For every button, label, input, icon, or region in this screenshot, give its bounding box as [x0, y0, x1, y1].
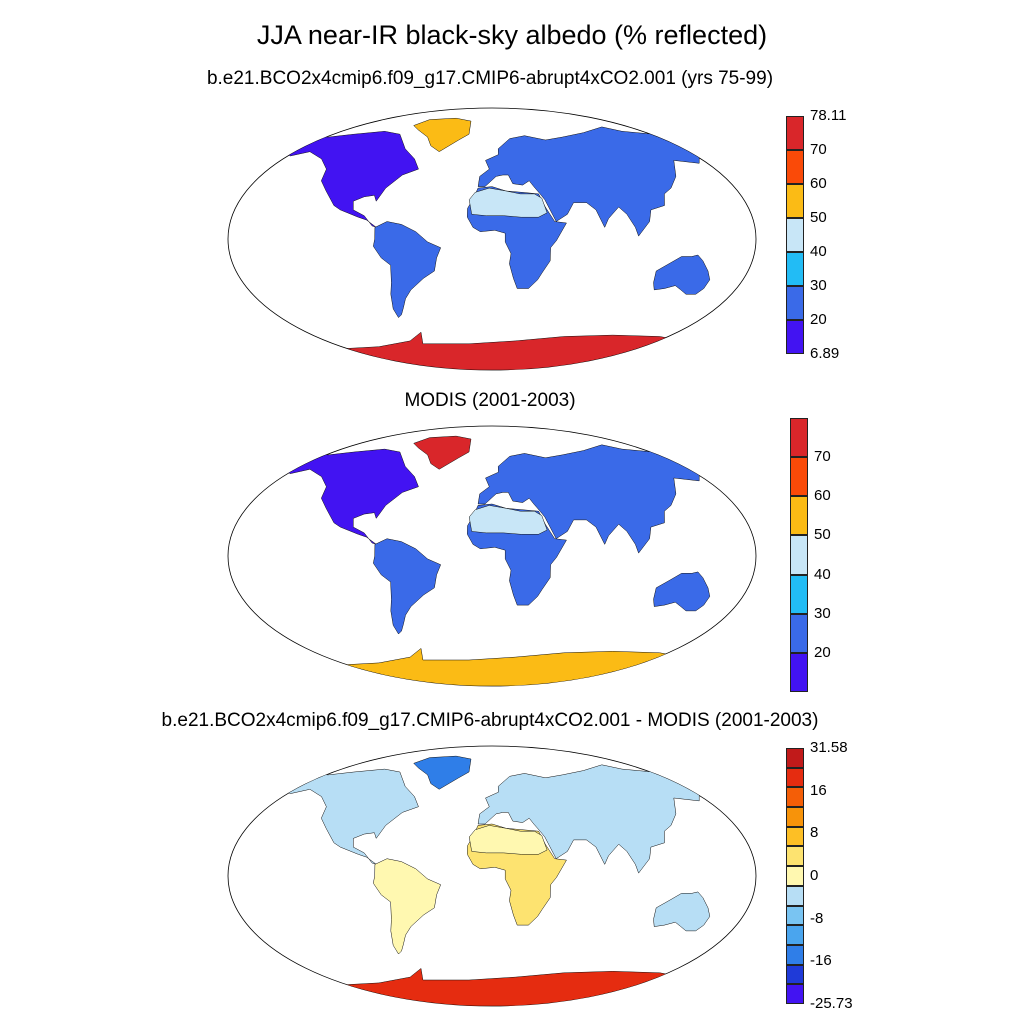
region-greenland	[413, 755, 472, 790]
colorbar-label: -25.73	[810, 995, 853, 1012]
region-north-america	[284, 448, 419, 545]
map-diff	[227, 745, 757, 1007]
panel-title-model: b.e21.BCO2x4cmip6.f09_g17.CMIP6-abrupt4x…	[206, 68, 774, 89]
colorbar-label: 50	[810, 209, 827, 226]
colorbar-swatch	[790, 613, 808, 653]
colorbar-label: 16	[810, 781, 827, 799]
region-europe-asia	[477, 444, 716, 554]
region-australia	[653, 571, 711, 612]
colorbar-label: 70	[814, 448, 831, 466]
colorbar-swatch	[786, 150, 804, 184]
panel-title-diff: b.e21.BCO2x4cmip6.f09_g17.CMIP6-abrupt4x…	[161, 710, 819, 731]
colorbar-modis: 20 30 40 50 60 70	[790, 418, 831, 692]
colorbar-swatch	[790, 652, 808, 692]
colorbar-label: 6.89	[810, 345, 840, 362]
region-australia	[653, 891, 711, 932]
colorbar-swatch	[786, 116, 804, 150]
colorbar-label: 60	[814, 487, 831, 505]
colorbar-swatch	[786, 826, 804, 847]
colorbar-diff: -25.73 -16 -8 0 8 16 31.58	[786, 739, 853, 1012]
colorbar-swatch	[790, 457, 808, 497]
colorbar-swatch	[786, 286, 804, 320]
colorbar-label: 31.58	[810, 739, 848, 756]
colorbar-swatch	[786, 252, 804, 286]
colorbar-swatch	[786, 944, 804, 965]
colorbar-label: 20	[810, 311, 827, 328]
region-sahara	[468, 825, 548, 855]
region-north-america	[284, 131, 419, 228]
region-sahara	[468, 505, 548, 535]
colorbar-label: 30	[810, 277, 827, 294]
colorbar-swatch	[786, 925, 804, 945]
colorbar-swatch	[790, 418, 808, 458]
colorbar-swatch	[786, 767, 804, 788]
colorbar-label: 30	[814, 604, 831, 622]
colorbar-swatch	[786, 866, 804, 886]
colorbar-label: 8	[810, 824, 819, 842]
map-modis	[227, 425, 757, 687]
main-title: JJA near-IR black-sky albedo (% reflecte…	[256, 20, 768, 50]
colorbar-label: -8	[810, 909, 824, 927]
colorbar-swatch	[786, 846, 804, 867]
colorbar-label: 50	[814, 526, 831, 544]
colorbar-swatch	[786, 964, 804, 985]
colorbar-label: -16	[810, 952, 832, 970]
region-greenland	[413, 435, 472, 470]
colorbar-label: 70	[810, 141, 827, 158]
region-north-america	[284, 768, 419, 865]
colorbar-label: 40	[814, 565, 831, 583]
region-europe-asia	[477, 764, 716, 874]
region-south-america	[373, 858, 442, 955]
region-sahara	[468, 187, 548, 218]
colorbar-swatch	[786, 748, 804, 768]
colorbar-label: 40	[810, 243, 827, 260]
map-model	[227, 107, 757, 371]
colorbar-label: 78.11	[810, 107, 847, 124]
colorbar-label: 20	[814, 643, 831, 661]
colorbar-swatch	[790, 535, 808, 575]
colorbar-swatch	[790, 496, 808, 536]
colorbar-swatch	[786, 787, 804, 808]
region-europe-asia	[477, 126, 716, 237]
colorbar-swatch	[786, 984, 804, 1004]
region-australia	[653, 254, 711, 295]
colorbar-label: 60	[810, 175, 827, 192]
panel-title-modis: MODIS (2001-2003)	[404, 390, 576, 411]
colorbar-swatch	[790, 574, 808, 614]
colorbar-swatch	[786, 184, 804, 218]
colorbar-swatch	[786, 885, 804, 906]
region-south-america	[373, 221, 442, 318]
region-south-america	[373, 538, 442, 635]
colorbar-swatch	[786, 320, 804, 354]
colorbar-swatch	[786, 905, 804, 926]
colorbar-swatch	[786, 807, 804, 827]
region-greenland	[413, 117, 472, 152]
colorbar-label: 0	[810, 867, 819, 884]
colorbar-model: 6.89 20 30 40 50 60 70 78.11	[786, 107, 846, 362]
colorbar-swatch	[786, 218, 804, 252]
